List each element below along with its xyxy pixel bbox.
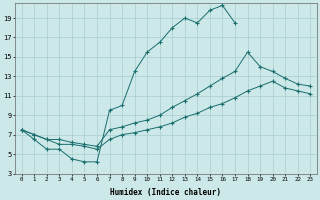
- X-axis label: Humidex (Indice chaleur): Humidex (Indice chaleur): [110, 188, 221, 197]
